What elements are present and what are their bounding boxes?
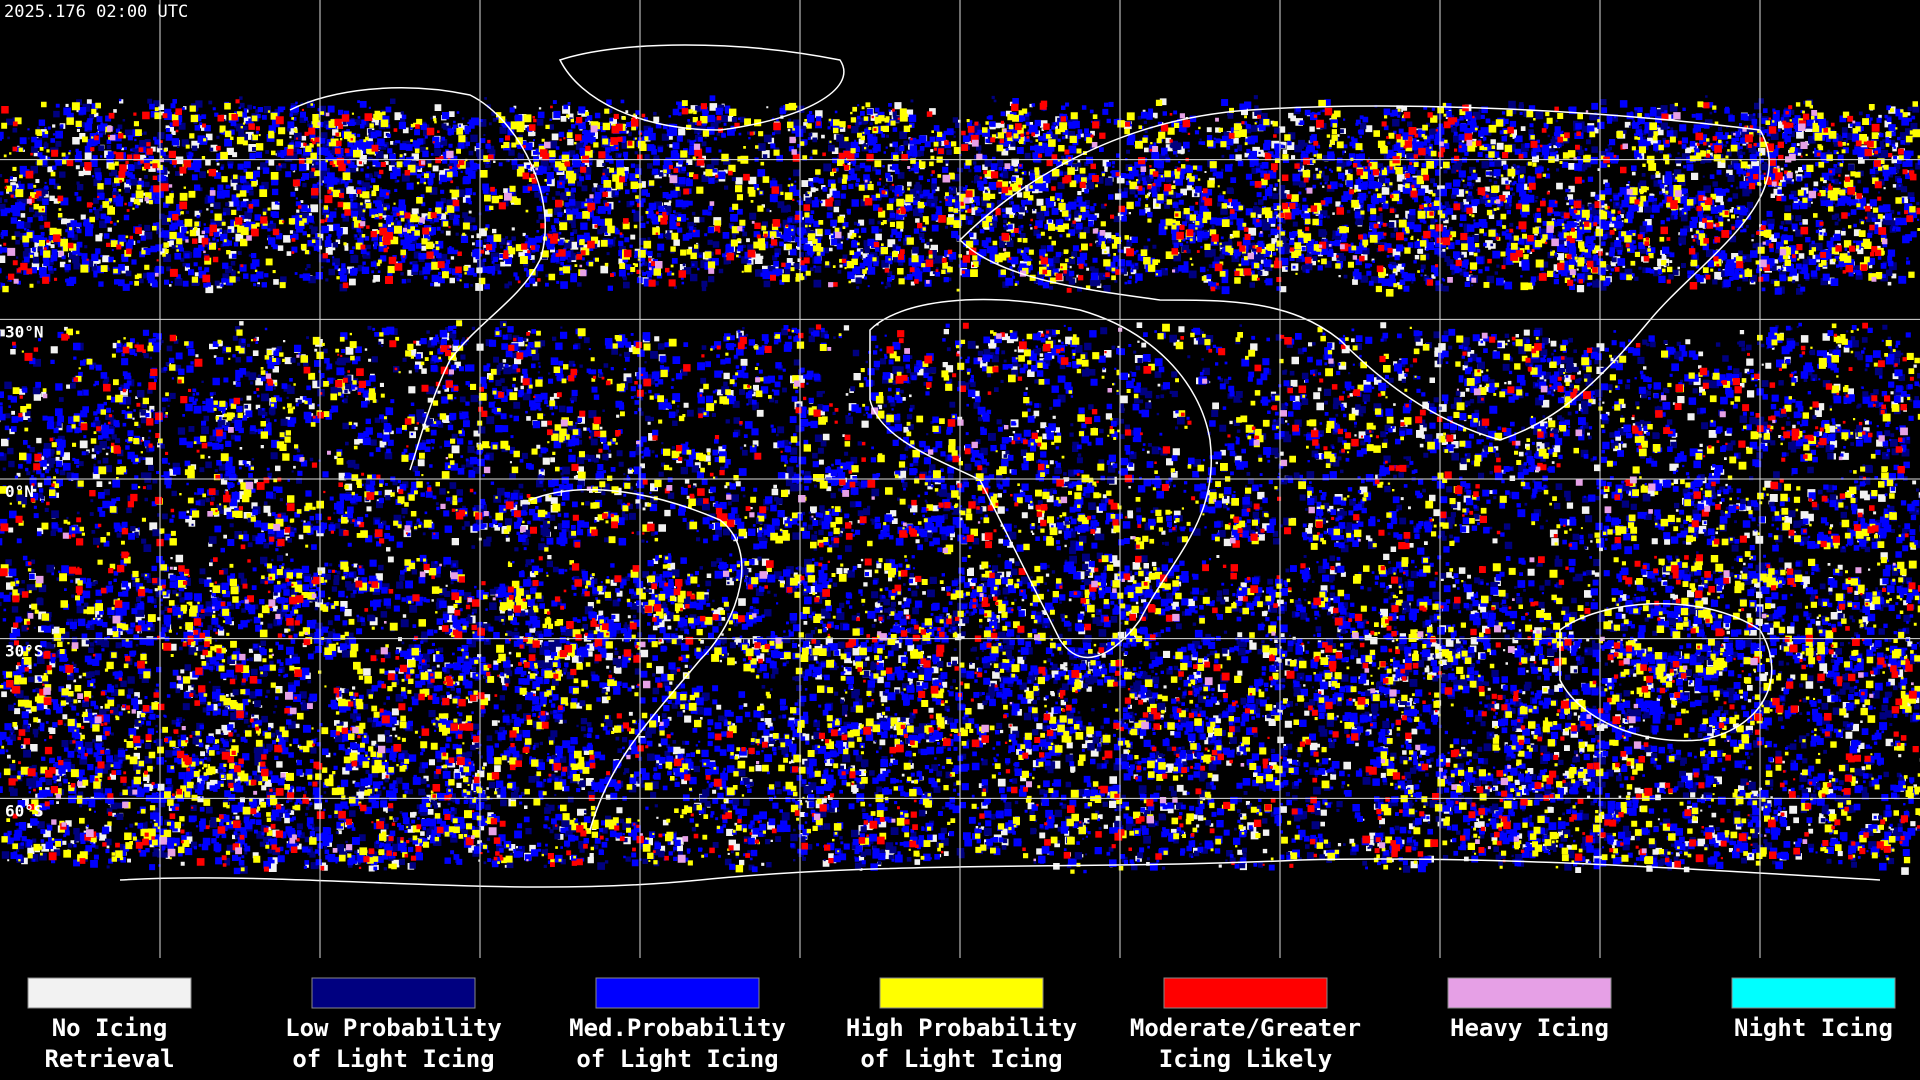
legend-swatch [27, 977, 192, 1009]
legend-swatch [311, 977, 476, 1009]
legend-swatch [879, 977, 1044, 1009]
legend: No Icing Retrieval Low Probability of Light… [27, 977, 1896, 1073]
legend-label: of Light Icing [576, 1045, 778, 1073]
coastlines [119, 44, 1881, 888]
coastline [958, 105, 1770, 441]
legend-swatch [1731, 977, 1896, 1009]
legend-label: High Probability [846, 1014, 1077, 1042]
coastline [289, 87, 546, 471]
coastline [529, 488, 743, 831]
legend-swatch [595, 977, 760, 1009]
legend-label: No Icing [52, 1014, 168, 1042]
latitude-label: 0°N [5, 482, 34, 501]
legend-label: Med.Probability [569, 1014, 786, 1042]
legend-label: Heavy Icing [1450, 1014, 1609, 1042]
legend-label: Icing Likely [1159, 1045, 1332, 1073]
timestamp: 2025.176 02:00 UTC [4, 2, 188, 22]
legend-label: Low Probability [285, 1014, 502, 1042]
latitude-label: 30°S [5, 642, 44, 661]
coastline [1559, 602, 1773, 742]
legend-label: Retrieval [44, 1045, 174, 1073]
coastline [119, 858, 1881, 888]
latitude-label: 30°N [5, 322, 44, 341]
legend-swatch [1163, 977, 1328, 1009]
latitude-label: 60°S [5, 801, 44, 820]
legend-swatch [1447, 977, 1612, 1009]
legend-label: of Light Icing [860, 1045, 1062, 1073]
coastline [558, 44, 845, 131]
legend-label: Night Icing [1734, 1014, 1893, 1042]
legend-label: of Light Icing [292, 1045, 494, 1073]
coastline [869, 298, 1212, 659]
graticule [0, 0, 1920, 958]
latitude-labels: 30°N 0°N 30°S 60°S [5, 322, 44, 820]
legend-label: Moderate/Greater [1130, 1014, 1361, 1042]
